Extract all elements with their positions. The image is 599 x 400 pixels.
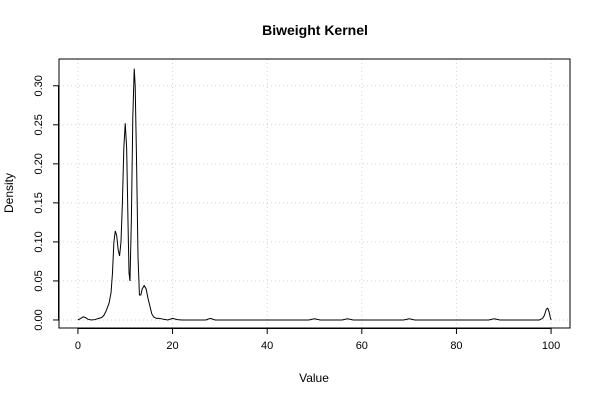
y-axis: 0.00 0.05 0.10 0.15 0.20 0.25 0.30 <box>33 75 59 331</box>
y-tick-label-6: 0.30 <box>33 75 45 96</box>
y-axis-label: Density <box>2 173 16 213</box>
x-tick-label-4: 80 <box>450 340 462 352</box>
y-tick-label-0: 0.00 <box>33 309 45 330</box>
y-tick-label-3: 0.15 <box>33 192 45 213</box>
x-tick-label-0: 0 <box>75 340 81 352</box>
x-tick-label-3: 60 <box>356 340 368 352</box>
grid <box>59 59 570 328</box>
y-tick-label-2: 0.10 <box>33 231 45 252</box>
x-axis-label: Value <box>299 371 329 385</box>
y-tick-label-1: 0.05 <box>33 270 45 291</box>
x-tick-label-2: 40 <box>261 340 273 352</box>
chart-title: Biweight Kernel <box>262 22 368 38</box>
x-tick-label-5: 100 <box>542 340 560 352</box>
density-line <box>77 68 552 321</box>
x-tick-label-1: 20 <box>166 340 178 352</box>
y-tick-label-5: 0.25 <box>33 114 45 135</box>
y-tick-label-4: 0.20 <box>33 153 45 174</box>
x-axis: 0 20 40 60 80 100 <box>75 328 560 352</box>
